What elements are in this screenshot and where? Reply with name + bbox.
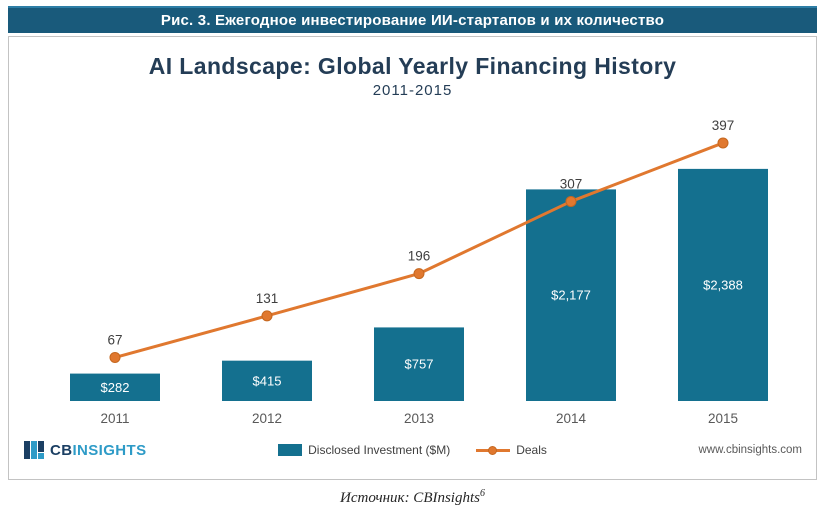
x-axis-label: 2013	[403, 411, 433, 426]
investment-swatch-icon	[278, 444, 303, 456]
deals-marker	[717, 137, 728, 149]
investment-bar	[677, 168, 768, 401]
logo-cb-text: CB	[50, 441, 73, 459]
deals-value-label: 196	[407, 249, 430, 264]
x-axis-label: 2011	[100, 411, 129, 426]
investment-bar	[221, 360, 312, 401]
deals-value-label: 307	[559, 176, 582, 191]
logo-insights-text: INSIGHTS	[72, 441, 147, 459]
website-url: www.cbinsights.com	[698, 444, 803, 456]
figure-caption-text: Источник: CBInsights	[340, 490, 480, 506]
deals-swatch-icon	[476, 445, 511, 456]
cbinsights-logo-text: CBINSIGHTS	[50, 442, 147, 459]
chart-title: AI Landscape: Global Yearly Financing Hi…	[148, 53, 677, 79]
cbinsights-logo: CBINSIGHTS	[23, 439, 278, 461]
investment-bar	[525, 189, 616, 401]
deals-value-label: 131	[255, 291, 278, 306]
deals-marker	[565, 195, 576, 207]
investment-bar	[373, 327, 464, 401]
bar-value-label: $415	[252, 373, 281, 388]
deals-value-label: 397	[711, 118, 734, 133]
figure-header: Рис. 3. Ежегодное инвестирование ИИ-стар…	[8, 6, 817, 33]
bar-value-label: $282	[100, 380, 129, 395]
investment-bar	[69, 373, 160, 401]
legend-item-investment: Disclosed Investment ($M)	[278, 443, 450, 457]
financing-combo-chart: $282 $415 $757 $2,177 $2,388 67 131 196 307 397 20…	[69, 118, 768, 426]
figure-header-title: Рис. 3. Ежегодное инвестирование ИИ-стар…	[160, 12, 665, 29]
cbinsights-logo-icon	[24, 441, 44, 459]
x-axis-label: 2015	[707, 411, 737, 426]
deals-marker	[413, 268, 424, 280]
chart-footer: CBINSIGHTS Disclosed Investment ($M) Dea…	[9, 435, 816, 465]
deals-marker	[109, 351, 120, 363]
deals-marker	[261, 310, 272, 322]
figure-caption-footnote: 6	[479, 488, 485, 499]
chart-panel: AI Landscape: Global Yearly Financing Hi…	[8, 36, 817, 480]
legend-deals-label: Deals	[516, 443, 547, 457]
bar-value-label: $757	[404, 357, 433, 372]
bar-value-label: $2,177	[551, 288, 591, 303]
x-axis-label: 2012	[251, 411, 281, 426]
figure-caption: Источник: CBInsights6	[0, 488, 825, 507]
legend-item-deals: Deals	[476, 443, 547, 457]
x-axis-label: 2014	[555, 411, 586, 426]
bar-value-label: $2,388	[703, 277, 743, 292]
chart-legend: Disclosed Investment ($M) Deals	[278, 443, 547, 457]
deals-value-label: 67	[107, 332, 122, 347]
legend-investment-label: Disclosed Investment ($M)	[308, 443, 451, 457]
chart-subtitle: 2011-2015	[372, 82, 453, 99]
